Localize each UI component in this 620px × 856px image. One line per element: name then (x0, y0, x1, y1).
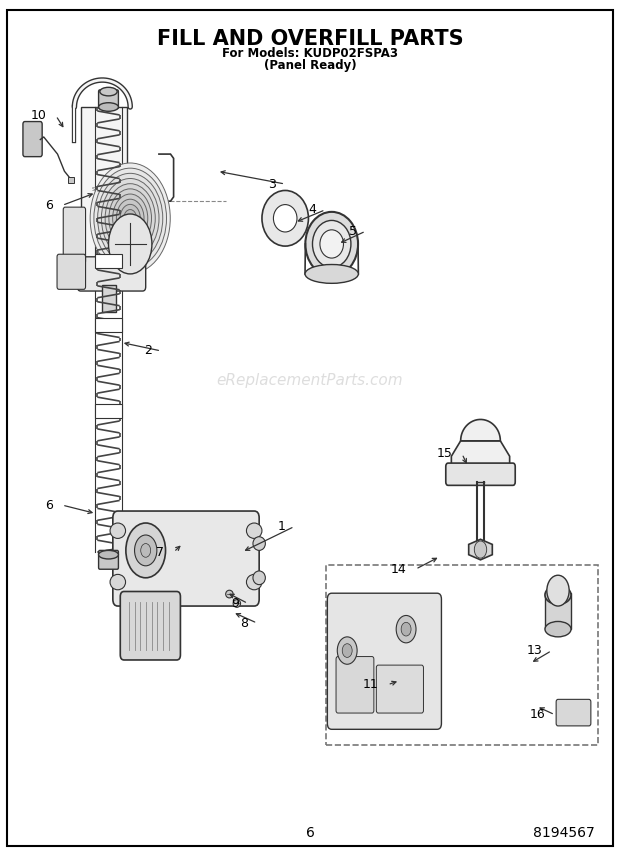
Bar (326, 565, 598, 745)
Text: 10: 10 (30, 109, 46, 122)
Ellipse shape (306, 212, 358, 276)
Text: 6: 6 (45, 498, 53, 512)
Circle shape (401, 622, 411, 636)
Text: 2: 2 (144, 344, 152, 358)
Ellipse shape (233, 600, 241, 608)
Ellipse shape (110, 523, 125, 538)
Text: 8194567: 8194567 (533, 826, 595, 840)
Ellipse shape (305, 265, 358, 283)
Text: STRAINER
1: STRAINER 1 (91, 187, 116, 198)
Text: 13: 13 (527, 644, 542, 657)
Bar (102, 285, 116, 312)
Ellipse shape (312, 221, 351, 267)
Circle shape (135, 535, 157, 566)
Polygon shape (461, 419, 500, 441)
FancyBboxPatch shape (78, 257, 146, 291)
FancyBboxPatch shape (113, 511, 259, 606)
Text: 14: 14 (391, 562, 406, 576)
Text: eReplacementParts.com: eReplacementParts.com (216, 373, 404, 389)
Circle shape (105, 184, 155, 253)
Bar (95, 404, 122, 418)
Circle shape (126, 523, 166, 578)
FancyBboxPatch shape (57, 254, 86, 289)
FancyBboxPatch shape (556, 699, 591, 726)
FancyBboxPatch shape (99, 90, 118, 109)
Text: 7: 7 (156, 545, 164, 559)
Ellipse shape (99, 103, 118, 111)
Circle shape (474, 541, 487, 558)
Ellipse shape (247, 574, 262, 590)
Ellipse shape (100, 87, 117, 96)
Ellipse shape (99, 550, 118, 559)
Text: 3: 3 (268, 177, 276, 191)
Bar (95, 254, 122, 268)
Circle shape (141, 544, 151, 557)
Text: 16: 16 (530, 708, 546, 722)
FancyBboxPatch shape (63, 207, 86, 264)
Text: 4: 4 (308, 203, 316, 217)
Bar (95, 318, 122, 332)
Ellipse shape (320, 230, 343, 259)
Ellipse shape (110, 574, 125, 590)
Text: 5: 5 (348, 224, 356, 238)
Circle shape (396, 615, 416, 643)
Ellipse shape (226, 591, 233, 597)
Ellipse shape (253, 537, 265, 550)
Text: 1: 1 (277, 520, 285, 533)
Text: 6: 6 (45, 199, 53, 212)
Circle shape (113, 194, 148, 242)
FancyBboxPatch shape (376, 665, 423, 713)
Text: 15: 15 (436, 447, 453, 461)
FancyBboxPatch shape (336, 657, 374, 713)
Circle shape (124, 210, 136, 227)
FancyBboxPatch shape (545, 593, 571, 629)
Circle shape (342, 644, 352, 657)
Text: For Models: KUDP02FSPA3: For Models: KUDP02FSPA3 (222, 47, 398, 61)
Circle shape (102, 179, 159, 258)
FancyBboxPatch shape (81, 107, 127, 270)
Circle shape (337, 637, 357, 664)
Text: FILL AND OVERFILL PARTS: FILL AND OVERFILL PARTS (157, 28, 463, 49)
Text: 9: 9 (231, 597, 239, 610)
Circle shape (547, 575, 569, 606)
Ellipse shape (262, 190, 309, 247)
Circle shape (117, 199, 144, 237)
FancyBboxPatch shape (327, 593, 441, 729)
Ellipse shape (545, 621, 571, 637)
Circle shape (90, 163, 170, 274)
Ellipse shape (545, 586, 571, 604)
Text: (Panel Ready): (Panel Ready) (264, 58, 356, 72)
Ellipse shape (253, 571, 265, 585)
Text: 11: 11 (363, 678, 378, 692)
Ellipse shape (273, 205, 297, 232)
Circle shape (120, 205, 140, 232)
FancyBboxPatch shape (99, 550, 118, 569)
Polygon shape (451, 441, 510, 467)
FancyBboxPatch shape (120, 591, 180, 660)
Circle shape (97, 173, 163, 264)
FancyBboxPatch shape (23, 122, 42, 157)
Polygon shape (469, 539, 492, 560)
Circle shape (108, 214, 152, 274)
Circle shape (94, 168, 167, 269)
Text: 8: 8 (240, 616, 248, 630)
Circle shape (109, 189, 151, 247)
FancyBboxPatch shape (446, 463, 515, 485)
Text: 6: 6 (306, 826, 314, 840)
Ellipse shape (247, 523, 262, 538)
